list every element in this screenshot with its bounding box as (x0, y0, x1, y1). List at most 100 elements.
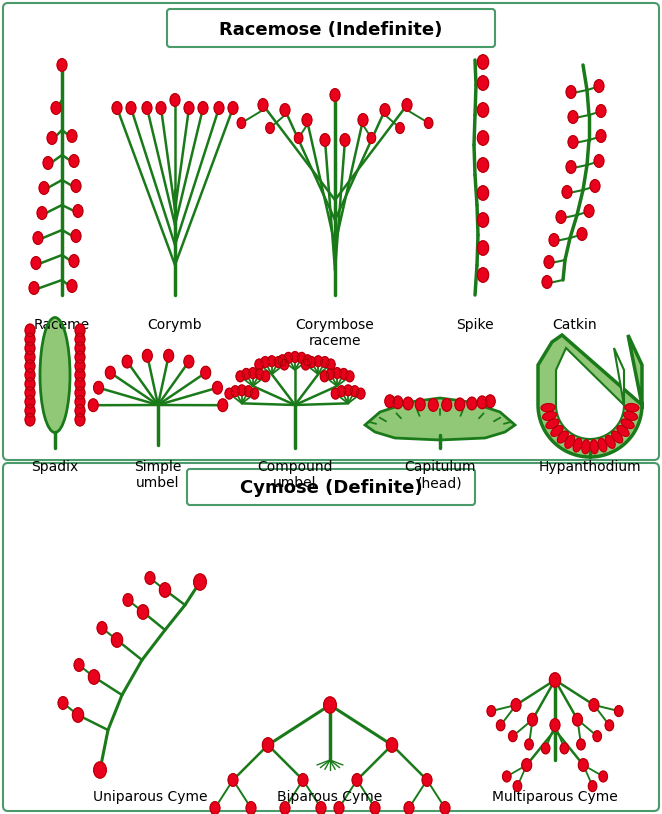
Ellipse shape (598, 438, 607, 452)
Ellipse shape (69, 155, 79, 168)
Ellipse shape (596, 129, 606, 142)
Ellipse shape (550, 719, 560, 731)
Ellipse shape (428, 399, 438, 411)
Ellipse shape (160, 583, 171, 597)
Ellipse shape (541, 404, 555, 412)
Ellipse shape (324, 697, 336, 713)
Ellipse shape (393, 396, 402, 409)
Ellipse shape (228, 773, 238, 786)
Polygon shape (556, 348, 624, 439)
Ellipse shape (442, 399, 451, 411)
Ellipse shape (314, 356, 322, 366)
Ellipse shape (228, 102, 238, 114)
Ellipse shape (164, 349, 173, 362)
Ellipse shape (25, 396, 35, 408)
Text: Capitulum
(head): Capitulum (head) (404, 460, 476, 490)
Ellipse shape (75, 324, 85, 337)
Ellipse shape (29, 282, 39, 295)
Ellipse shape (549, 234, 559, 247)
Ellipse shape (605, 435, 615, 449)
Ellipse shape (261, 357, 269, 367)
Ellipse shape (301, 359, 310, 370)
Ellipse shape (589, 781, 596, 791)
Ellipse shape (380, 103, 390, 116)
Ellipse shape (415, 398, 425, 411)
Ellipse shape (467, 397, 477, 409)
Text: Simple
umbel: Simple umbel (134, 460, 181, 490)
Ellipse shape (502, 771, 511, 782)
FancyBboxPatch shape (187, 469, 475, 505)
Ellipse shape (93, 382, 103, 394)
Ellipse shape (72, 708, 83, 722)
Ellipse shape (31, 256, 41, 269)
Ellipse shape (612, 431, 623, 443)
Ellipse shape (424, 117, 433, 129)
Ellipse shape (513, 781, 522, 791)
Ellipse shape (198, 102, 208, 114)
Ellipse shape (57, 59, 67, 72)
Ellipse shape (334, 802, 344, 814)
Ellipse shape (387, 737, 398, 752)
Ellipse shape (242, 369, 250, 379)
Ellipse shape (593, 731, 601, 742)
Ellipse shape (262, 737, 273, 752)
Ellipse shape (73, 204, 83, 217)
Ellipse shape (338, 386, 346, 396)
Ellipse shape (126, 102, 136, 114)
Ellipse shape (170, 94, 180, 107)
Ellipse shape (238, 385, 246, 396)
Ellipse shape (142, 102, 152, 114)
Ellipse shape (74, 659, 84, 672)
Ellipse shape (184, 102, 194, 114)
Ellipse shape (614, 706, 623, 716)
Ellipse shape (297, 352, 306, 363)
Ellipse shape (487, 706, 495, 716)
Ellipse shape (316, 802, 326, 814)
Ellipse shape (402, 98, 412, 112)
Ellipse shape (25, 387, 35, 399)
Ellipse shape (477, 158, 489, 173)
Ellipse shape (511, 698, 521, 711)
Ellipse shape (69, 255, 79, 267)
Ellipse shape (404, 802, 414, 814)
Ellipse shape (33, 232, 43, 244)
Ellipse shape (201, 366, 211, 379)
Ellipse shape (25, 333, 35, 346)
Text: Cymose (Definite): Cymose (Definite) (240, 479, 422, 497)
Text: Catkin: Catkin (553, 318, 597, 332)
Ellipse shape (551, 426, 563, 436)
Ellipse shape (594, 155, 604, 168)
Ellipse shape (556, 211, 566, 223)
Ellipse shape (624, 412, 638, 420)
Ellipse shape (75, 369, 85, 381)
Ellipse shape (284, 352, 293, 363)
Ellipse shape (25, 405, 35, 417)
Ellipse shape (331, 388, 340, 399)
Ellipse shape (47, 132, 57, 144)
Ellipse shape (280, 802, 290, 814)
Ellipse shape (351, 386, 359, 396)
Ellipse shape (566, 160, 576, 173)
Ellipse shape (599, 771, 608, 782)
Ellipse shape (244, 386, 253, 396)
Ellipse shape (71, 180, 81, 192)
Ellipse shape (326, 359, 335, 370)
Ellipse shape (214, 102, 224, 114)
Ellipse shape (560, 743, 569, 754)
Ellipse shape (89, 670, 99, 685)
Ellipse shape (542, 276, 552, 288)
Ellipse shape (543, 412, 556, 420)
Ellipse shape (231, 386, 240, 396)
Ellipse shape (111, 632, 122, 647)
Ellipse shape (39, 182, 49, 195)
Ellipse shape (40, 317, 70, 432)
Ellipse shape (573, 713, 583, 726)
Text: Uniparous Cyme: Uniparous Cyme (93, 790, 207, 804)
Ellipse shape (352, 773, 362, 786)
Text: Multiparous Cyme: Multiparous Cyme (492, 790, 618, 804)
Ellipse shape (25, 369, 35, 381)
FancyBboxPatch shape (3, 463, 659, 811)
Ellipse shape (194, 574, 207, 590)
Ellipse shape (266, 123, 274, 133)
Ellipse shape (51, 102, 61, 114)
